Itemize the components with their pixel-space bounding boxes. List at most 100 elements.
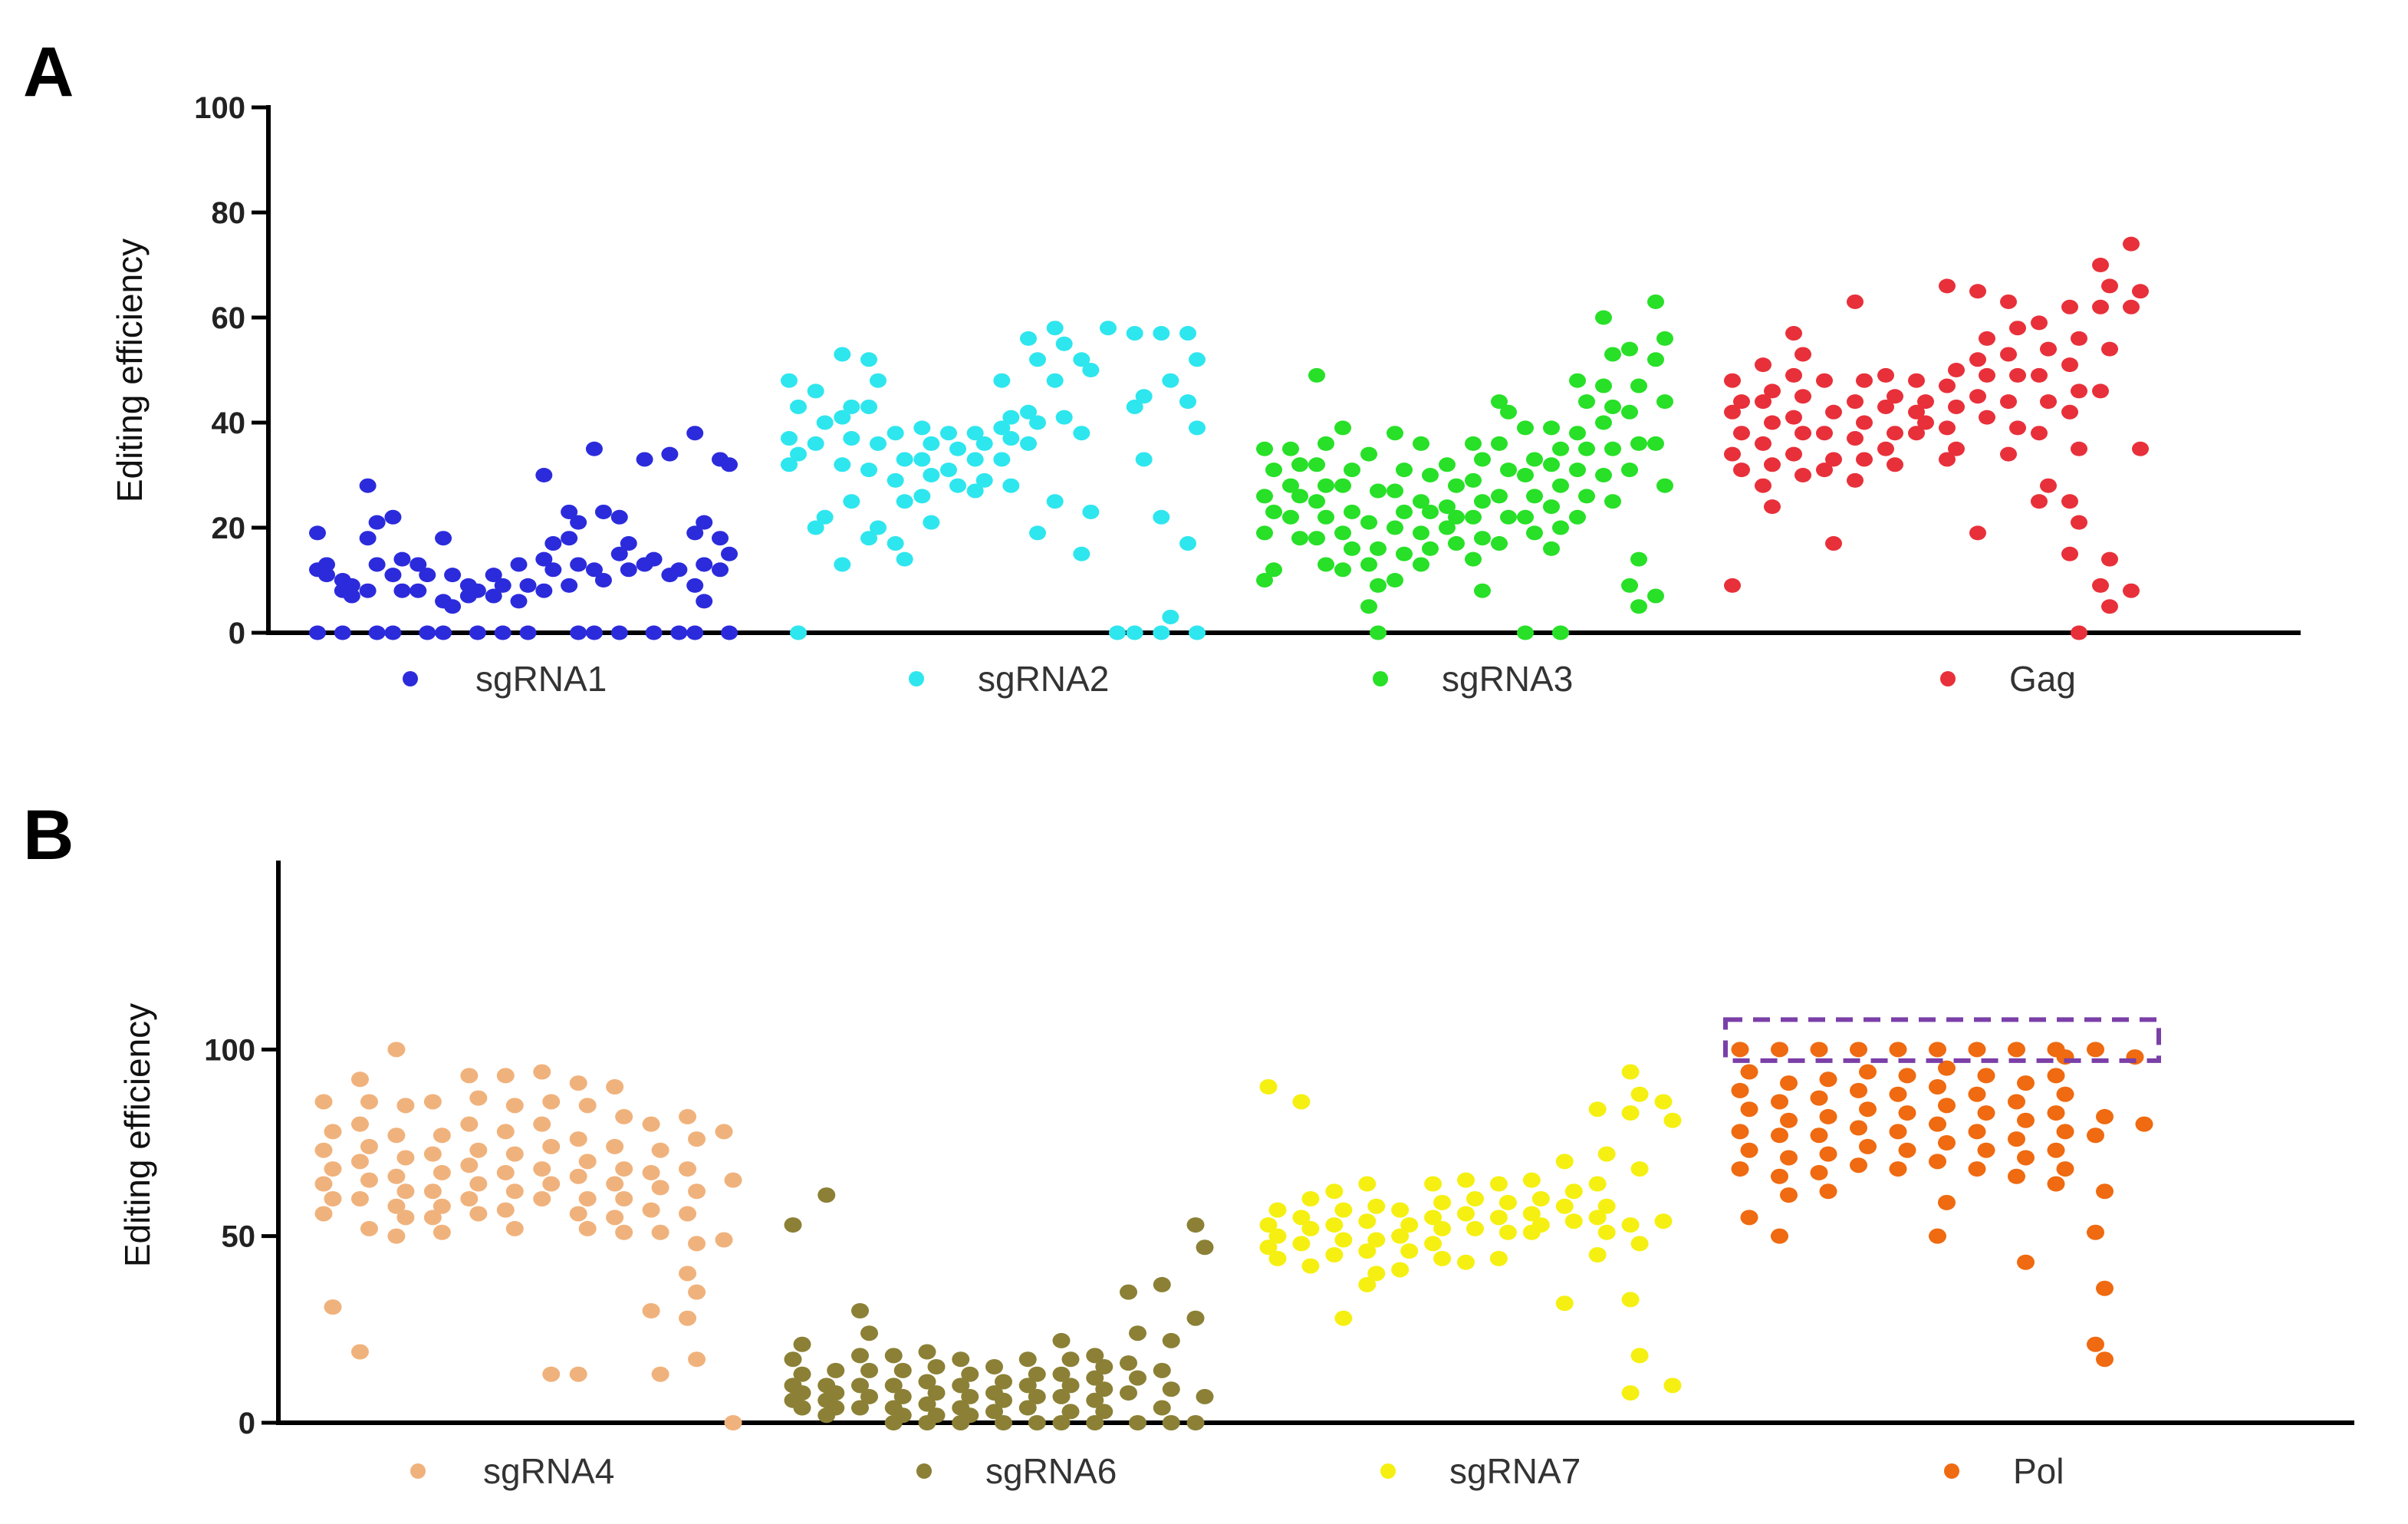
data-point [1939, 378, 1956, 393]
data-point [807, 383, 824, 399]
data-point [887, 426, 904, 441]
y-tick-label: 100 [204, 1033, 255, 1067]
legend-marker [403, 671, 418, 686]
data-point [1604, 347, 1621, 362]
data-point [1344, 504, 1360, 519]
data-point [1265, 562, 1282, 578]
data-point [494, 578, 512, 593]
data-point [1179, 536, 1196, 551]
legend-label: Pol [2013, 1451, 2064, 1491]
legend-marker [909, 671, 924, 686]
data-point [561, 578, 578, 593]
data-point [1764, 383, 1781, 399]
data-point [533, 1064, 551, 1080]
data-point [1977, 1068, 1995, 1084]
data-point [2009, 367, 2026, 383]
data-point [834, 557, 851, 572]
data-point [807, 520, 824, 535]
y-tick-label: 40 [212, 407, 246, 440]
data-point [496, 1202, 515, 1218]
data-point [1968, 1042, 1986, 1058]
legend-label: sgRNA6 [985, 1451, 1117, 1491]
data-point [533, 1116, 551, 1132]
data-point [1517, 468, 1534, 482]
data-point [1153, 1400, 1171, 1416]
data-point [715, 1124, 733, 1140]
legend-marker [1380, 1463, 1396, 1479]
data-point [387, 1198, 406, 1214]
data-point [1731, 1161, 1749, 1177]
data-point [1358, 1176, 1377, 1192]
data-point [1887, 389, 1903, 404]
data-point [1186, 1415, 1205, 1430]
data-point [2096, 1280, 2114, 1296]
data-point [696, 515, 713, 530]
series-sgrna1 [309, 426, 738, 640]
data-point [1543, 499, 1560, 515]
data-point [790, 625, 807, 640]
data-point [2047, 1105, 2065, 1121]
data-point [1162, 1381, 1180, 1397]
data-point [610, 546, 628, 561]
data-point [1938, 1135, 1956, 1150]
data-point [615, 1191, 633, 1206]
data-point [460, 1116, 479, 1132]
panel-b-legend: sgRNA4 sgRNA6 sgRNA7 Pol [410, 1451, 2064, 1491]
data-point [1325, 1217, 1344, 1233]
data-point [1282, 509, 1299, 525]
data-point [1740, 1210, 1758, 1226]
data-point [1055, 410, 1073, 425]
data-point [1265, 504, 1282, 519]
data-point [1588, 1101, 1607, 1117]
data-point [887, 472, 904, 488]
data-point [542, 1138, 561, 1154]
data-point [1413, 557, 1429, 572]
data-point [1794, 468, 1811, 482]
panel-a-y-axis-title: Editing efficiency [110, 239, 150, 502]
data-point [1621, 404, 1638, 420]
data-point [1029, 525, 1046, 541]
data-point [918, 1374, 936, 1390]
data-point [1325, 1247, 1344, 1262]
data-point [318, 568, 335, 583]
data-point [1877, 441, 1894, 456]
data-point [816, 415, 834, 430]
data-point [1979, 331, 1995, 346]
data-point [1189, 352, 1206, 367]
legend-marker [1940, 671, 1956, 686]
data-point [2061, 546, 2078, 561]
data-point [884, 1348, 903, 1364]
data-point [1073, 546, 1091, 561]
data-point [712, 562, 729, 578]
data-point [561, 504, 578, 519]
data-point [505, 1098, 524, 1114]
data-point [1819, 1108, 1837, 1124]
data-point [1020, 436, 1037, 451]
data-point [2071, 383, 2087, 399]
data-point [620, 562, 637, 578]
data-point [851, 1303, 869, 1318]
data-point [645, 625, 663, 640]
data-point [359, 583, 377, 598]
data-point [423, 1094, 442, 1110]
data-point [1002, 431, 1020, 446]
data-point [535, 468, 553, 482]
data-point [679, 1206, 697, 1222]
data-point [896, 452, 913, 467]
data-point [1498, 1224, 1517, 1240]
data-point [615, 1224, 633, 1240]
data-point [496, 1068, 515, 1084]
data-point [1604, 494, 1621, 509]
data-point [1740, 1064, 1758, 1080]
data-point [679, 1266, 697, 1282]
legend-label: Gag [2009, 659, 2076, 699]
data-point [1061, 1404, 1080, 1420]
series-sgrna3 [1256, 294, 1673, 640]
data-point [724, 1172, 742, 1188]
data-point [1292, 1094, 1311, 1110]
data-point [544, 536, 562, 551]
data-point [1938, 1098, 1956, 1114]
y-tick-label: 0 [229, 617, 245, 650]
data-point [1018, 1351, 1037, 1368]
data-point [510, 594, 528, 609]
